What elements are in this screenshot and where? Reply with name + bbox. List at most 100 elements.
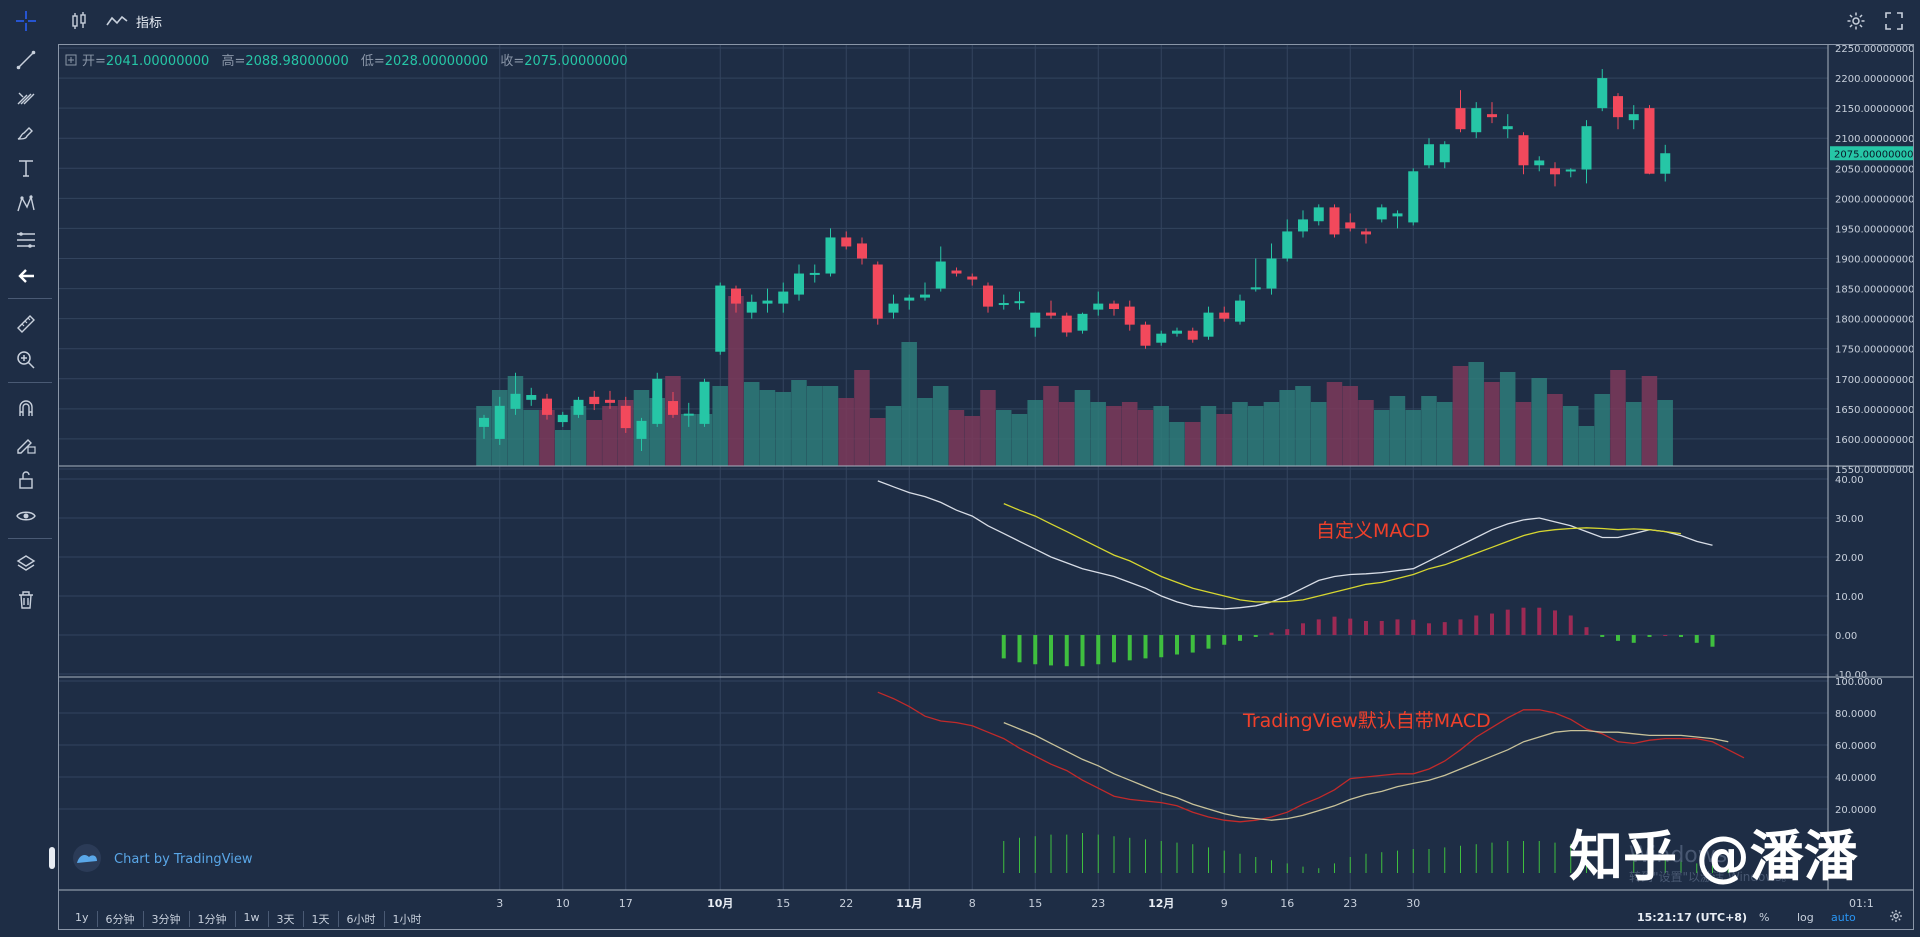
remove-drawings-tool[interactable] — [6, 260, 46, 292]
object-tree-tool[interactable] — [6, 548, 46, 580]
volume-bar — [1279, 390, 1295, 466]
windows-activation-title: Windows — [1629, 843, 1727, 868]
macd1-histogram-bar — [1332, 616, 1337, 635]
candle-body — [683, 413, 694, 416]
chart-type-button[interactable] — [66, 8, 92, 34]
candle-body — [1298, 219, 1308, 232]
chart-settings-icon[interactable] — [1889, 909, 1903, 926]
timeframe-button[interactable]: 1小时 — [392, 913, 422, 926]
pane-resize-handle[interactable] — [49, 847, 55, 869]
macd1-histogram-bar — [1364, 620, 1368, 635]
timeframe-button[interactable]: 3天 — [269, 911, 304, 927]
timeframe-button[interactable]: 1w — [236, 911, 269, 927]
tv-macd-pane — [877, 691, 1745, 873]
macd1-histogram-bar — [1584, 627, 1589, 635]
fullscreen-button[interactable] — [1880, 8, 1908, 34]
chart-by-label: Chart by TradingView — [114, 852, 253, 867]
volume-bar — [1232, 402, 1248, 466]
candle-body — [1376, 207, 1387, 220]
volume-bar — [1484, 382, 1500, 466]
timeframe-button[interactable]: 6分钟 — [98, 911, 144, 927]
candle-body — [1187, 330, 1198, 340]
lock-drawing-tool[interactable] — [6, 428, 46, 460]
macd1-histogram-bar — [1663, 635, 1668, 636]
macd2-tick-label: 60.0000 — [1835, 741, 1876, 752]
candle-body — [557, 414, 568, 423]
brush-tool[interactable] — [6, 116, 46, 148]
candle-body — [1518, 135, 1529, 166]
volume-bar — [1452, 366, 1469, 466]
candle-body — [1550, 168, 1560, 175]
auto-toggle[interactable]: auto — [1831, 911, 1856, 924]
volume-bar — [586, 420, 602, 466]
volume-bar — [948, 410, 965, 466]
volume-bar — [885, 406, 902, 466]
pitchfork-tool[interactable] — [6, 80, 46, 112]
tradingview-attribution[interactable]: Chart by TradingView — [73, 844, 253, 872]
macd1-histogram-bar — [1379, 620, 1384, 635]
timeframe-button[interactable]: 1y — [67, 911, 98, 927]
candle-body — [1093, 303, 1104, 310]
log-toggle[interactable]: log — [1797, 911, 1814, 924]
candle-body — [573, 399, 584, 415]
macd1-histogram-bar — [1206, 635, 1211, 649]
macd2-signal-line — [1003, 721, 1729, 821]
macd1-histogram-bar — [1600, 635, 1605, 637]
time-tick-label: 8 — [969, 897, 976, 910]
candle-body — [1487, 114, 1497, 118]
visibility-tool[interactable] — [6, 500, 46, 532]
close-value: 2075.00000000 — [524, 54, 627, 69]
macd1-histogram-bar — [1537, 607, 1542, 635]
candle-body — [1030, 312, 1041, 328]
percent-toggle[interactable]: % — [1759, 911, 1770, 924]
macd1-histogram-bar — [1017, 635, 1022, 663]
toolbar-divider — [8, 382, 52, 383]
crosshair-tool-button[interactable] — [12, 8, 40, 34]
timeframe-button[interactable]: 6小时 — [339, 911, 385, 927]
macd1-tick-label: 20.00 — [1835, 553, 1864, 564]
macd1-histogram-bar — [1710, 635, 1715, 647]
text-tool[interactable] — [6, 152, 46, 184]
pattern-tool[interactable] — [6, 188, 46, 220]
crosshair-icon — [16, 11, 36, 31]
timeframe-button[interactable]: 3分钟 — [144, 911, 190, 927]
volume-bar — [791, 380, 807, 466]
settings-button[interactable] — [1842, 8, 1870, 34]
candle-body — [1581, 126, 1592, 170]
unlock-tool[interactable] — [6, 464, 46, 496]
candle-body — [652, 378, 663, 424]
chart-svg[interactable]: 2250.00000000 2200.00000000 2150.00000000 2… — [59, 44, 1915, 929]
delete-tool[interactable] — [6, 584, 46, 616]
trend-line-tool[interactable] — [6, 44, 46, 76]
candle-body — [1109, 303, 1119, 310]
volume-bar — [1137, 410, 1154, 466]
zoom-tool[interactable] — [6, 344, 46, 376]
timeframe-button[interactable]: 1分钟 — [190, 911, 236, 927]
indicators-button[interactable]: 指标 — [106, 8, 162, 34]
time-tick-label: 15 — [1028, 897, 1042, 910]
candle-body — [1282, 231, 1293, 259]
candle-body — [1471, 108, 1482, 133]
candle-body — [1014, 301, 1025, 304]
time-tick-label: 30 — [1406, 897, 1420, 910]
legend-toggle-icon[interactable] — [65, 54, 77, 66]
candle-body — [951, 270, 962, 274]
volume-bar — [932, 386, 949, 466]
candle-body — [1345, 222, 1356, 229]
volume-bar — [1499, 372, 1516, 466]
candle-body — [731, 288, 741, 304]
volume-bar — [696, 414, 713, 466]
fib-tool[interactable] — [6, 224, 46, 256]
volume-bar — [1531, 378, 1547, 466]
chart-axes: 2250.00000000 2200.00000000 2150.00000000 2… — [496, 44, 1914, 910]
timeframe-button[interactable]: 1天 — [304, 911, 339, 927]
magnet-tool[interactable] — [6, 392, 46, 424]
macd1-histogram-bar — [1175, 635, 1179, 655]
macd1-histogram-bar — [1490, 613, 1494, 635]
timeframe-bar: 1y 6分钟 3分钟 1分钟 1w 3天 1天 6小时 1小时 15:21:17 (UTC+8)… — [59, 909, 1913, 929]
price-tick-label: 1650.00000000 — [1835, 405, 1913, 416]
zoom-in-icon — [17, 351, 35, 369]
measure-tool[interactable] — [6, 308, 46, 340]
chart-container[interactable]: 2250.00000000 2200.00000000 2150.00000000 2… — [49, 44, 1915, 930]
zhihu-watermark: 知乎 @潘潘 — [1569, 825, 1859, 888]
